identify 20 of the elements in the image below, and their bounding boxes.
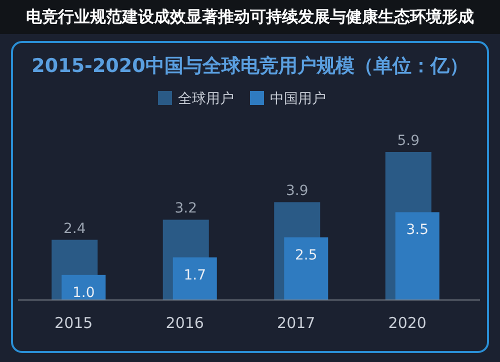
legend-label: 中国用户 [270,91,326,107]
bar [395,212,440,300]
x-tick-label: 2017 [277,314,316,332]
data-label: 5.9 [397,133,420,149]
chart-title: 2015-2020中国与全球电竞用户规模（单位：亿） [32,55,468,77]
data-label: 3.9 [286,183,308,200]
headline-banner: 电竞行业规范建设成效显著推动可持续发展与健康生态环境形成 [0,0,500,34]
x-tick-label: 2015 [54,314,93,332]
data-label: 2.4 [63,220,86,237]
data-label: 1.7 [184,267,206,284]
legend-label: 全球用户 [178,91,234,107]
x-tick-label: 2020 [388,314,426,332]
data-label: 1.0 [72,284,95,301]
data-label: 2.5 [294,247,318,264]
bar [284,237,328,300]
bar [62,274,106,300]
bar [172,257,217,300]
data-label: 3.5 [406,222,429,238]
data-label: 3.2 [174,200,198,217]
x-tick-label: 2016 [166,314,204,332]
